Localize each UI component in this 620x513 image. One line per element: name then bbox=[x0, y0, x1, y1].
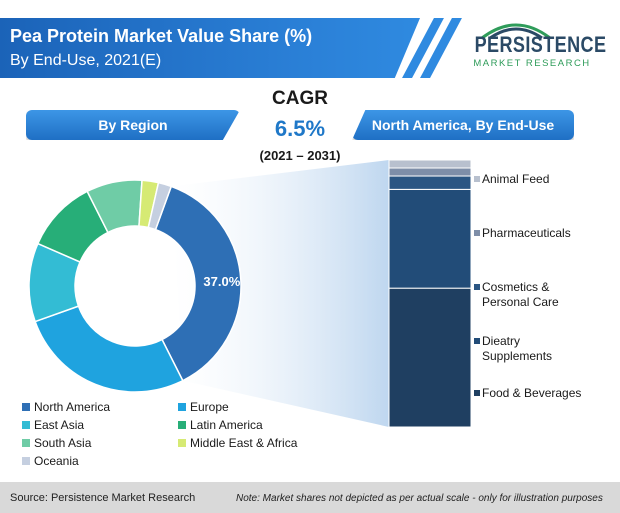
bar-segment-cosmetics-and-personal-care bbox=[388, 175, 472, 190]
legend-label: Food & Beverages bbox=[482, 386, 582, 400]
legend-label: South Asia bbox=[34, 436, 92, 450]
legend-swatch bbox=[474, 284, 480, 290]
legend-label: Europe bbox=[190, 400, 229, 414]
logo-subtitle: MARKET RESEARCH bbox=[473, 58, 591, 69]
legend-swatch bbox=[474, 230, 480, 236]
bar-segment-pharmaceuticals bbox=[388, 167, 472, 177]
legend-swatch bbox=[474, 338, 480, 344]
donut-slice-europe bbox=[34, 305, 184, 393]
legend-item-oceania: Oceania bbox=[22, 454, 79, 468]
stacked-bar-chart bbox=[388, 159, 472, 428]
legend-item-pharmaceuticals: Pharmaceuticals bbox=[474, 226, 571, 241]
legend-label: North America bbox=[34, 400, 111, 414]
legend-item-animal-feed: Animal Feed bbox=[474, 172, 550, 187]
footer-note: Note: Market shares not depicted as per … bbox=[236, 493, 603, 504]
legend-item-middle-east-and-africa: Middle East & Africa bbox=[178, 436, 297, 450]
legend-item-dieatry-supplements: Dieatry Supplements bbox=[474, 334, 553, 364]
legend-swatch bbox=[178, 439, 186, 447]
legend-item-europe: Europe bbox=[178, 400, 229, 414]
legend-item-south-asia: South Asia bbox=[22, 436, 91, 450]
legend-swatch bbox=[22, 439, 30, 447]
chart-subtitle: By End-Use, 2021(E) bbox=[10, 52, 162, 69]
donut-slice-north-america bbox=[154, 185, 242, 382]
legend-label: Cosmetics & bbox=[482, 280, 550, 294]
legend-label: East Asia bbox=[34, 418, 85, 432]
logo-name: PERSISTENCE bbox=[474, 32, 607, 57]
legend-item-latin-america: Latin America bbox=[178, 418, 263, 432]
donut-data-label: 37.0% bbox=[203, 274, 240, 289]
legend-item-cosmetics-and-personal-care: Cosmetics & Personal Care bbox=[474, 280, 559, 310]
bar-segment-food-and-beverages bbox=[388, 287, 472, 428]
connector-fan bbox=[171, 160, 389, 427]
legend-swatch bbox=[22, 457, 30, 465]
legend-item-east-asia: East Asia bbox=[22, 418, 84, 432]
legend-label: Latin America bbox=[190, 418, 263, 432]
legend-label: Pharmaceuticals bbox=[482, 226, 571, 240]
legend-swatch bbox=[22, 403, 30, 411]
legend-label: Oceania bbox=[34, 454, 79, 468]
donut-slice-oceania bbox=[147, 181, 173, 231]
chart-title: Pea Protein Market Value Share (%) bbox=[10, 26, 313, 46]
legend-swatch bbox=[178, 421, 186, 429]
legend-swatch bbox=[22, 421, 30, 429]
cagr-value: 6.5% bbox=[274, 116, 326, 141]
title-banner bbox=[0, 18, 420, 78]
bar-segment-animal-feed bbox=[388, 159, 472, 169]
legend-label-line2: Personal Care bbox=[482, 295, 559, 309]
legend-item-north-america: North America bbox=[22, 400, 110, 414]
bar-segment-dieatry-supplements bbox=[388, 188, 472, 289]
logo-icon bbox=[481, 23, 551, 40]
section-label-north-america: North America, By End-Use bbox=[352, 110, 574, 140]
legend-label: Dieatry bbox=[482, 334, 521, 348]
legend-swatch bbox=[474, 390, 480, 396]
legend-label: Middle East & Africa bbox=[190, 436, 298, 450]
legend-swatch bbox=[178, 403, 186, 411]
legend-label: Animal Feed bbox=[482, 172, 550, 186]
legend-swatch bbox=[474, 176, 480, 182]
cagr-label: CAGR bbox=[272, 88, 328, 109]
legend-label-line2: Supplements bbox=[482, 349, 553, 363]
section-label-region: By Region bbox=[26, 110, 240, 140]
donut-chart: 37.0% bbox=[28, 179, 242, 393]
legend-item-food-and-beverages: Food & Beverages bbox=[474, 386, 582, 401]
footer-bar bbox=[0, 482, 620, 513]
cagr-period: (2021 – 2031) bbox=[259, 148, 341, 163]
footer-source: Source: Persistence Market Research bbox=[10, 492, 196, 504]
